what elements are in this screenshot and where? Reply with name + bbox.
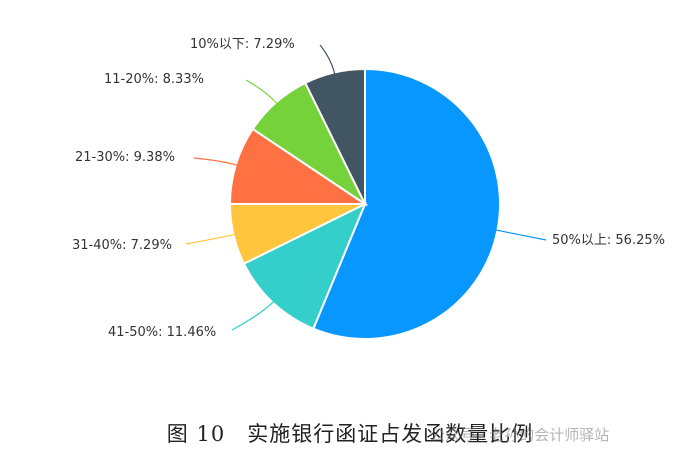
leader-line-4 xyxy=(245,79,278,105)
slice-label-0: 50%以上: 56.25% xyxy=(552,233,665,248)
leader-line-1 xyxy=(231,300,275,331)
slice-label-4: 11-20%: 8.33% xyxy=(104,72,204,87)
figure-caption: 图 10 实施银行函证占发函数量比例 xyxy=(166,422,534,446)
slice-label-3: 21-30%: 9.38% xyxy=(75,150,175,165)
leader-line-0 xyxy=(495,229,547,241)
leader-line-3 xyxy=(193,157,238,166)
leader-line-5 xyxy=(319,44,336,75)
watermark: 公众号 · 老孙的会计师驿站 xyxy=(430,426,610,444)
pie-chart: 50%以上: 56.25% 41-50%: 11.46% 31-40%: 7.29%… xyxy=(72,37,665,340)
slice-label-1: 41-50%: 11.46% xyxy=(108,325,216,340)
leader-line-2 xyxy=(185,233,236,245)
slice-label-2: 31-40%: 7.29% xyxy=(72,238,172,253)
slice-label-5: 10%以下: 7.29% xyxy=(190,37,295,52)
